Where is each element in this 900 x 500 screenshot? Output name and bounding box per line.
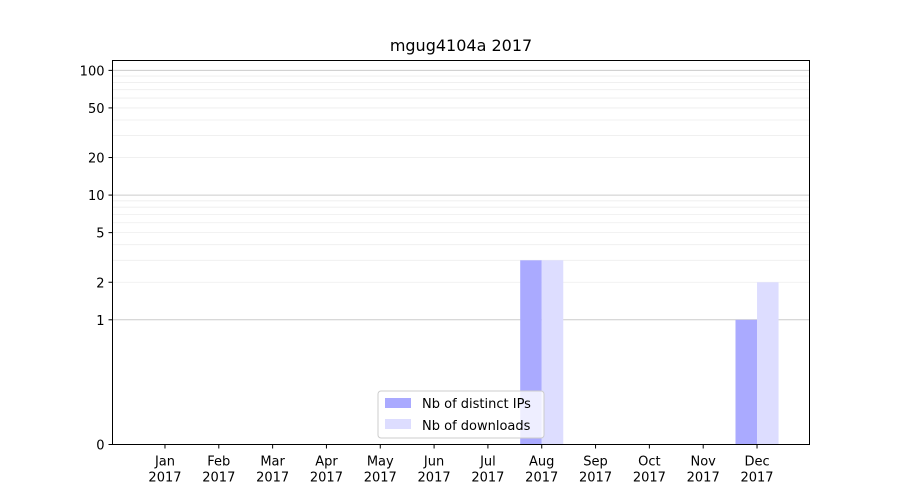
- legend-label-downloads: Nb of downloads: [422, 419, 531, 434]
- x-tick-label-year: 2017: [256, 471, 289, 486]
- y-tick-label: 5: [96, 227, 104, 242]
- x-tick-label-year: 2017: [687, 471, 720, 486]
- bar-downloads: [541, 260, 564, 445]
- x-tick-label-month: Nov: [691, 455, 717, 470]
- x-tick-label-month: Jul: [479, 455, 496, 470]
- legend-label-ips: Nb of distinct IPs: [422, 397, 531, 412]
- x-tick-label-year: 2017: [364, 471, 397, 486]
- y-tick-label: 0: [96, 439, 104, 454]
- x-tick-label-year: 2017: [471, 471, 504, 486]
- bar-distinct-ips: [735, 319, 758, 445]
- bar-downloads: [757, 282, 779, 445]
- x-tick-label-month: Jun: [423, 455, 444, 470]
- x-tick-label-year: 2017: [148, 471, 181, 486]
- chart-legend: Nb of distinct IPs Nb of downloads: [377, 390, 545, 439]
- x-tick-label-year: 2017: [525, 471, 558, 486]
- x-tick-label-month: Aug: [529, 455, 554, 470]
- x-tick-label-year: 2017: [633, 471, 666, 486]
- x-tick-label-month: Sep: [583, 455, 608, 470]
- legend-swatch-ips: [385, 398, 411, 408]
- y-tick-label: 1: [96, 314, 104, 329]
- y-tick-label: 50: [88, 102, 105, 117]
- x-tick-label-month: Jan: [154, 455, 175, 470]
- y-tick-label: 100: [80, 64, 105, 79]
- x-tick-label-year: 2017: [740, 471, 773, 486]
- x-tick-label-month: Dec: [744, 455, 769, 470]
- legend-frame: [377, 390, 545, 439]
- chart-title: mgug4104a 2017: [390, 36, 532, 55]
- legend-swatch-downloads: [385, 419, 411, 429]
- y-axis: 0 1 2 5 10 20 50 100: [80, 64, 113, 454]
- x-tick-label-month: Feb: [207, 455, 230, 470]
- x-tick-label-year: 2017: [202, 471, 235, 486]
- y-tick-label: 2: [96, 276, 104, 291]
- plot-frame: [112, 60, 810, 445]
- x-tick-label-month: Mar: [260, 455, 285, 470]
- y-tick-label: 20: [88, 152, 105, 167]
- x-axis: Jan2017Feb2017Mar2017Apr2017May2017Jun20…: [148, 444, 774, 486]
- x-tick-label-month: Apr: [315, 455, 338, 470]
- chart-bars: [520, 260, 779, 445]
- x-tick-label-year: 2017: [418, 471, 451, 486]
- y-tick-label: 10: [88, 189, 105, 204]
- x-tick-label-year: 2017: [310, 471, 343, 486]
- x-tick-label-month: May: [367, 455, 394, 470]
- x-tick-label-month: Oct: [638, 455, 660, 470]
- chart-grid: [112, 69, 810, 321]
- x-tick-label-year: 2017: [579, 471, 612, 486]
